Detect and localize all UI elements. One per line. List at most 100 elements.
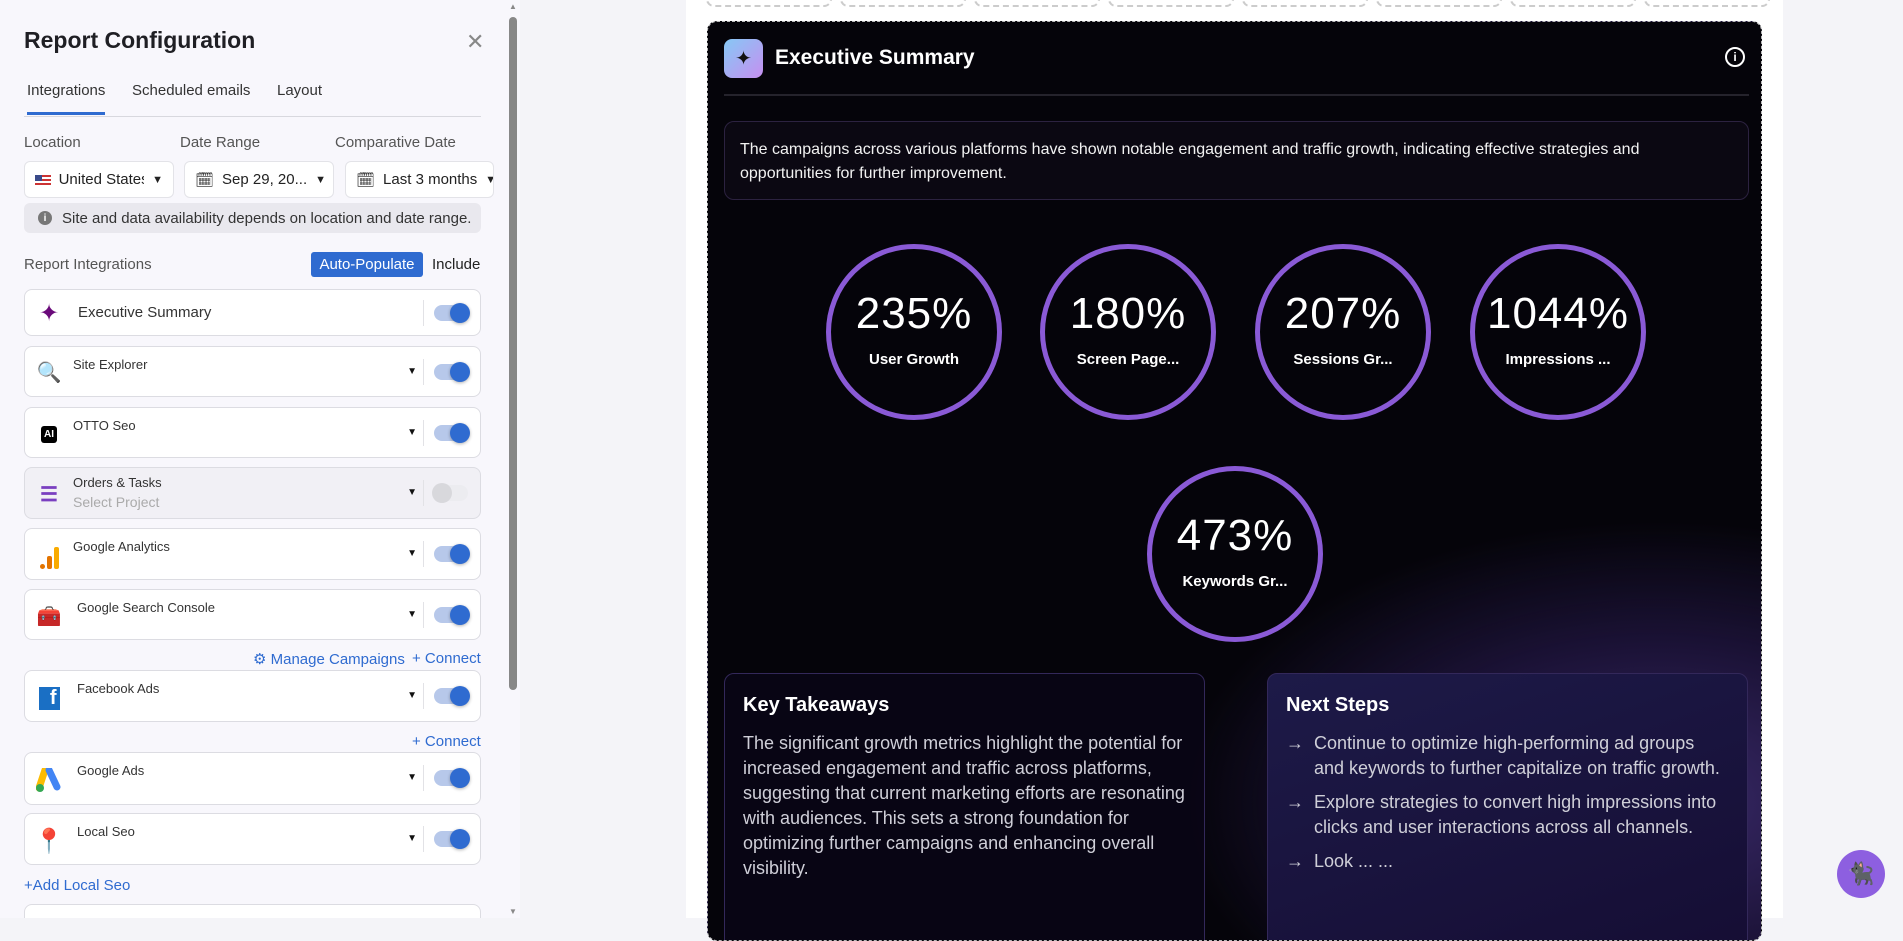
ai-chip-icon: AI [35, 420, 63, 448]
next-step-text: Explore strategies to convert high impre… [1314, 792, 1717, 837]
widget-placeholder[interactable] [1510, 0, 1636, 7]
date-range-label: Date Range [180, 134, 261, 151]
widget-placeholder[interactable] [1376, 0, 1502, 7]
integration-name: Executive Summary [78, 304, 212, 321]
key-takeaways-box: Key Takeaways The significant growth met… [724, 673, 1205, 940]
metric-value: 235% [855, 288, 973, 338]
report-integrations-label: Report Integrations [24, 256, 152, 273]
chat-assistant-button[interactable]: 🐈‍⬛ [1837, 850, 1885, 898]
google-ads-toggle[interactable] [434, 768, 470, 788]
widget-placeholder[interactable] [974, 0, 1100, 7]
next-steps-box: Next Steps → Continue to optimize high-pe… [1267, 673, 1748, 940]
info-icon[interactable]: i [1725, 47, 1745, 67]
add-local-seo-link[interactable]: +Add Local Seo [24, 877, 131, 894]
metric-value: 207% [1284, 288, 1402, 338]
chevron-down-icon[interactable]: ▼ [407, 487, 417, 498]
location-select[interactable]: United States ▼ [24, 161, 174, 198]
scroll-up-icon[interactable]: ▲ [509, 2, 517, 11]
scrollbar-thumb[interactable] [509, 17, 517, 690]
chevron-down-icon: ▼ [152, 173, 163, 186]
card-title: Executive Summary [775, 46, 975, 69]
auto-populate-button[interactable]: Auto-Populate [311, 252, 423, 277]
chevron-down-icon[interactable]: ▼ [407, 548, 417, 559]
integration-name: Local Seo [77, 824, 135, 839]
manage-campaigns-link[interactable]: ⚙ Manage Campaigns [253, 650, 405, 668]
widget-placeholder[interactable] [840, 0, 966, 7]
connect-link[interactable]: + Connect [412, 650, 481, 667]
metric-label: Sessions Gr... [1293, 350, 1393, 368]
metric-value: 1044% [1486, 288, 1629, 338]
widget-placeholder[interactable] [1644, 0, 1770, 7]
next-step-item: → Explore strategies to convert high impr… [1286, 790, 1729, 840]
comparative-date-label: Comparative Date [335, 134, 456, 151]
tab-integrations[interactable]: Integrations [27, 82, 106, 115]
chevron-down-icon[interactable]: ▼ [407, 427, 417, 438]
executive-summary-toggle[interactable] [434, 303, 470, 323]
next-step-item: → Continue to optimize high-performing ad… [1286, 731, 1729, 781]
location-label: Location [24, 134, 81, 151]
summary-text: The campaigns across various platforms h… [724, 121, 1749, 200]
otto-seo-toggle[interactable] [434, 423, 470, 443]
tasks-icon: ☰ [40, 483, 58, 506]
site-explorer-icon: 🔍 [36, 361, 62, 384]
comparative-date-select[interactable]: 🗓 Last 3 months ▼ [345, 161, 494, 198]
connect-link[interactable]: + Connect [412, 733, 481, 750]
arrow-right-icon: → [1286, 851, 1304, 871]
next-steps-title: Next Steps [1286, 694, 1390, 716]
site-explorer-toggle[interactable] [434, 362, 470, 382]
integration-name: Orders & Tasks [73, 475, 162, 490]
widget-placeholder[interactable] [1108, 0, 1234, 7]
panel-scrollbar[interactable]: ▲ ▼ [507, 0, 520, 918]
select-project-placeholder[interactable]: Select Project [73, 494, 160, 510]
divider [423, 420, 424, 446]
next-step-text: Continue to optimize high-performing ad … [1314, 733, 1720, 778]
report-configuration-panel: Report Configuration ✕ Integrations Sche… [0, 0, 520, 918]
integration-row-google-analytics: Google Analytics ▼ [24, 528, 481, 580]
calendar-icon: 🗓 [356, 171, 376, 189]
divider [423, 300, 424, 326]
facebook-icon: f [35, 684, 63, 712]
integration-row-partial [24, 904, 481, 918]
chevron-down-icon[interactable]: ▼ [407, 772, 417, 783]
scroll-down-icon[interactable]: ▼ [509, 907, 517, 916]
date-range-value: Sep 29, 20... [222, 171, 308, 188]
widget-placeholder[interactable] [1242, 0, 1368, 7]
arrow-right-icon: → [1286, 792, 1304, 812]
divider [423, 359, 424, 385]
divider [724, 94, 1749, 96]
tab-scheduled-emails[interactable]: Scheduled emails [132, 82, 251, 99]
facebook-ads-toggle[interactable] [434, 686, 470, 706]
divider [423, 683, 424, 709]
chevron-down-icon: ▼ [485, 174, 493, 186]
chevron-down-icon[interactable]: ▼ [407, 833, 417, 844]
google-search-console-toggle[interactable] [434, 605, 470, 625]
integration-row-orders-tasks: ☰ Orders & Tasks Select Project ▼ [24, 467, 481, 519]
sparkle-icon: ✦ [724, 39, 763, 78]
widget-placeholder[interactable] [706, 0, 832, 7]
arrow-right-icon: → [1286, 733, 1304, 753]
chevron-down-icon[interactable]: ▼ [407, 690, 417, 701]
chevron-down-icon[interactable]: ▼ [407, 366, 417, 377]
map-pin-icon: 📍 [34, 827, 64, 855]
orders-tasks-toggle[interactable] [432, 483, 468, 503]
metric-label: Screen Page... [1076, 350, 1180, 368]
comparative-date-value: Last 3 months [383, 171, 478, 188]
metric-keywords-growth: 473% Keywords Gr... [1147, 466, 1323, 642]
availability-text: Site and data availability depends on lo… [62, 209, 472, 227]
key-takeaways-text: The significant growth metrics highlight… [743, 733, 1185, 878]
tab-layout[interactable]: Layout [277, 82, 323, 99]
metric-label: User Growth [868, 350, 959, 368]
google-analytics-toggle[interactable] [434, 544, 470, 564]
panel-title: Report Configuration [24, 27, 256, 53]
chevron-down-icon[interactable]: ▼ [407, 609, 417, 620]
date-range-select[interactable]: 🗓 Sep 29, 20... ▼ [184, 161, 334, 198]
close-icon[interactable]: ✕ [466, 29, 485, 54]
integration-row-google-ads: Google Ads ▼ [24, 752, 481, 805]
google-ads-icon [35, 766, 63, 794]
integration-row-google-search-console: 🧰 Google Search Console ▼ [24, 589, 481, 640]
divider [423, 480, 424, 506]
local-seo-toggle[interactable] [434, 829, 470, 849]
divider [423, 602, 424, 628]
tabs: Integrations Scheduled emails Layout [24, 78, 481, 117]
metric-label: Impressions ... [1505, 350, 1611, 368]
